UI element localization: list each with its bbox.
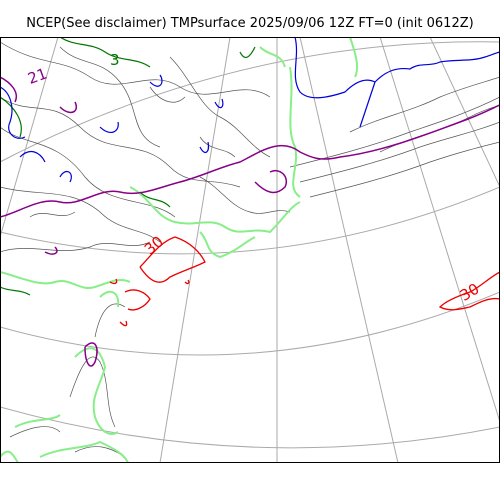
temperature-map: 30 30 3 21 [0,37,500,463]
longitude-line [429,37,500,188]
longitude-line [299,37,399,463]
longitude-line [379,37,500,423]
latitude-line [0,406,500,449]
longitude-line [159,37,231,463]
contour-green [0,37,256,296]
latitude-line [0,41,500,163]
latitude-line [0,186,500,255]
contour-label-green-top: 3 [110,51,120,69]
contour-lightgreen [0,37,359,463]
contour-blue [0,37,500,183]
coastline [0,41,500,458]
contour-label-purple-left: 21 [25,64,49,87]
map-title: NCEP(See disclaimer) TMPsurface 2025/09/… [26,16,474,31]
longitude-lines [0,37,500,463]
latitude-line [0,291,500,356]
contour-label-red-left: 30 [141,232,167,258]
contour-red [109,236,500,327]
latitude-lines [0,41,500,449]
contour-purple [0,76,500,367]
longitude-line [0,37,59,238]
